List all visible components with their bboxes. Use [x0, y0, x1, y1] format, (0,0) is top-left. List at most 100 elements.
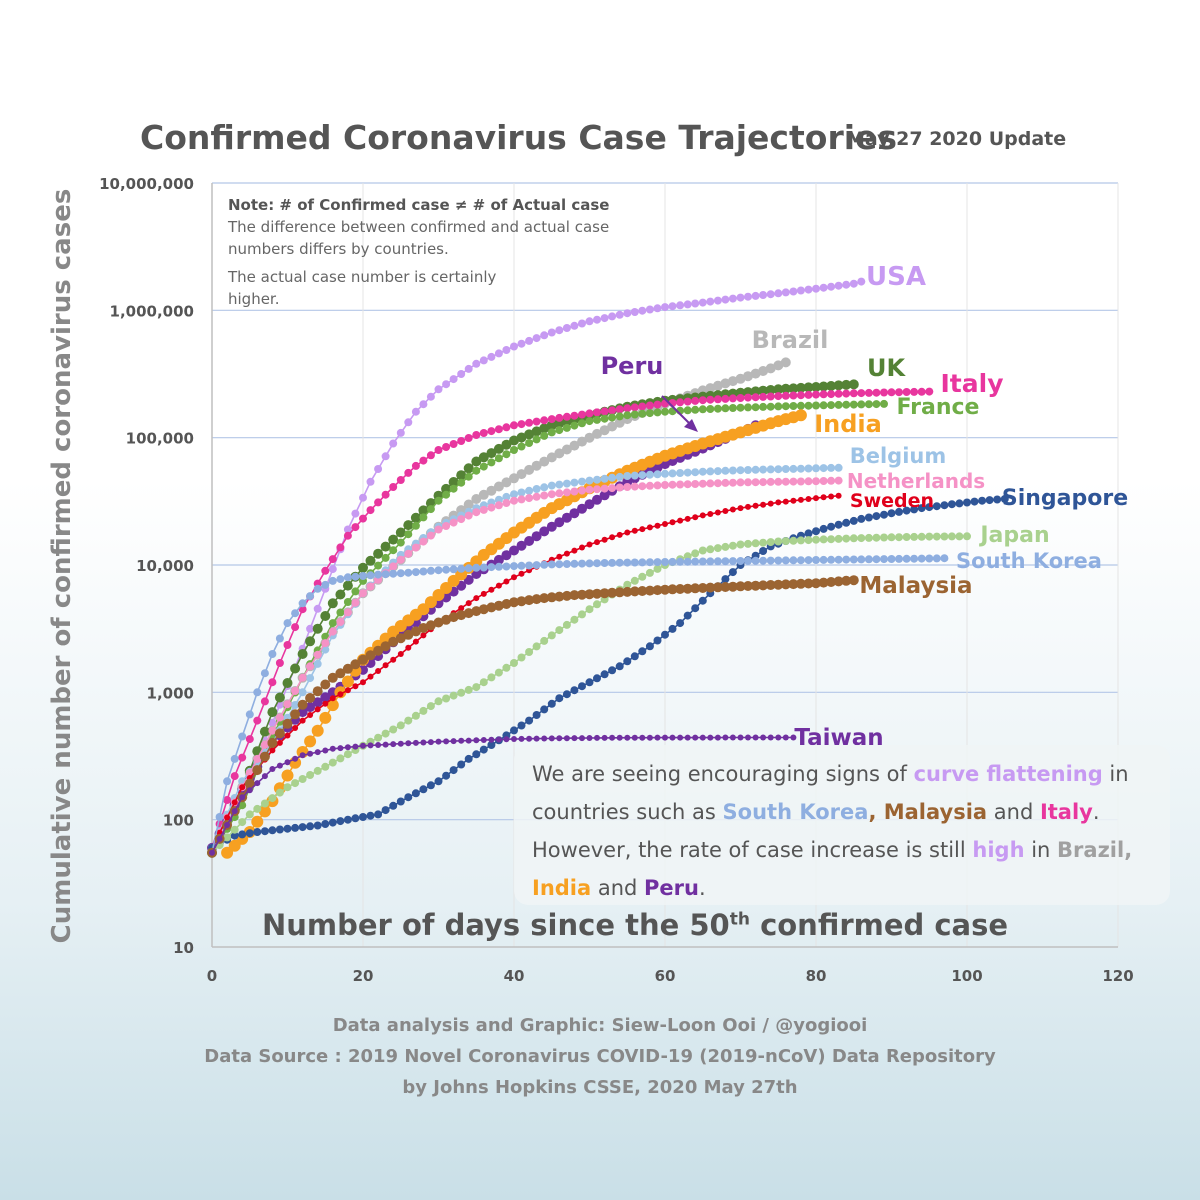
data-point	[502, 423, 511, 432]
data-point	[434, 496, 443, 505]
data-point	[524, 536, 535, 546]
data-point	[291, 779, 300, 788]
data-point	[608, 406, 617, 415]
data-point	[780, 383, 791, 394]
data-point	[328, 555, 337, 564]
data-point	[947, 532, 956, 541]
data-point	[359, 589, 367, 598]
data-point	[501, 477, 512, 488]
data-point	[411, 789, 420, 798]
data-point	[940, 501, 949, 510]
data-point	[586, 735, 593, 741]
data-point	[940, 532, 949, 541]
x-axis-label: Number of days since the 50th confirmed …	[262, 908, 1008, 942]
peru-arrowhead	[684, 419, 698, 432]
data-point	[728, 466, 737, 475]
data-point	[593, 315, 601, 324]
data-point	[577, 436, 587, 447]
data-point	[253, 716, 262, 725]
callout-text: and	[987, 800, 1040, 824]
data-point	[532, 492, 541, 501]
data-point	[404, 568, 413, 577]
data-point	[359, 514, 367, 523]
data-point	[910, 387, 919, 396]
data-point	[269, 766, 276, 772]
data-point	[864, 533, 873, 542]
data-point	[849, 516, 858, 525]
data-point	[789, 391, 798, 400]
data-point	[336, 817, 345, 826]
data-point	[449, 375, 458, 384]
data-point	[540, 431, 549, 440]
data-point	[360, 742, 366, 749]
data-point	[539, 526, 550, 537]
data-point	[449, 484, 458, 493]
data-point	[471, 606, 482, 617]
data-point	[698, 546, 707, 555]
data-point	[789, 477, 798, 486]
series-label-france: France	[897, 395, 980, 420]
data-point	[827, 555, 836, 564]
data-point	[404, 468, 413, 477]
data-point	[478, 489, 489, 500]
data-point	[676, 469, 685, 477]
data-point	[313, 659, 322, 668]
data-point	[827, 535, 836, 544]
data-point	[555, 560, 564, 569]
data-point	[501, 439, 512, 450]
data-point	[276, 739, 283, 746]
data-point	[880, 510, 888, 519]
data-point	[380, 641, 391, 652]
data-point	[404, 793, 413, 802]
data-point	[766, 477, 775, 486]
data-point	[676, 480, 685, 489]
data-point	[827, 476, 836, 485]
data-point	[645, 481, 654, 490]
data-point	[804, 401, 813, 410]
data-point	[555, 489, 564, 498]
data-point	[525, 494, 534, 503]
data-point	[668, 557, 677, 566]
data-point	[857, 389, 866, 398]
data-point	[410, 626, 421, 637]
data-point	[562, 690, 571, 699]
data-point	[471, 569, 482, 579]
data-point	[774, 477, 783, 486]
data-point	[736, 293, 745, 302]
data-point	[328, 565, 337, 574]
data-point	[274, 728, 285, 739]
data-point	[592, 428, 602, 439]
data-point	[872, 512, 881, 521]
data-point	[539, 593, 550, 604]
data-point	[540, 331, 549, 340]
data-point	[682, 583, 693, 594]
data-point	[713, 296, 722, 305]
data-point	[252, 765, 263, 776]
data-point	[683, 480, 692, 489]
data-point	[343, 608, 352, 617]
data-point	[442, 694, 451, 703]
data-point	[381, 806, 390, 815]
data-point	[463, 499, 474, 510]
data-point	[600, 484, 609, 493]
data-point	[297, 699, 308, 710]
data-point	[260, 697, 269, 706]
data-point	[607, 587, 618, 598]
data-point	[223, 833, 232, 842]
data-point	[382, 662, 389, 669]
data-point	[547, 328, 556, 337]
data-point	[561, 444, 572, 455]
data-point	[773, 360, 784, 371]
data-point	[819, 555, 828, 564]
data-point	[623, 472, 632, 480]
data-point	[751, 393, 760, 402]
data-point	[276, 762, 283, 769]
data-point	[478, 452, 489, 463]
data-point	[712, 582, 723, 593]
data-point	[623, 483, 632, 491]
data-point	[326, 699, 339, 712]
data-point	[502, 499, 511, 507]
data-point	[547, 428, 556, 437]
data-point	[608, 473, 617, 482]
data-point	[646, 734, 653, 741]
